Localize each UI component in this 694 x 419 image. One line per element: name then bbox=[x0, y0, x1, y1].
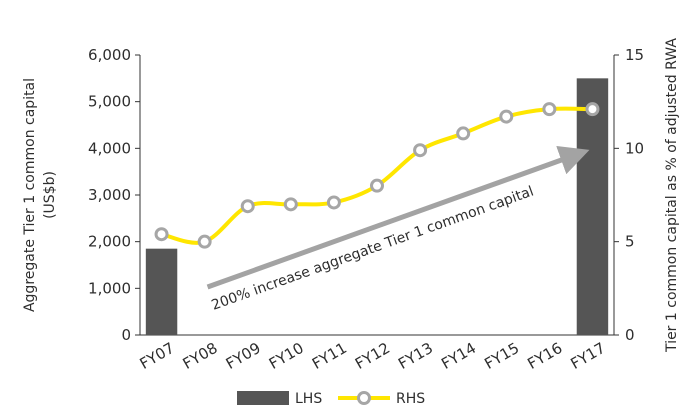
line-point bbox=[413, 143, 428, 158]
y-left-tick-label: 0 bbox=[121, 326, 131, 344]
y-left-tick-label: 3,000 bbox=[88, 186, 131, 204]
line-point bbox=[499, 109, 514, 124]
y-axis-left-title: Aggregate Tier 1 common capital (US$b) bbox=[22, 78, 58, 312]
y-left-tick-label: 2,000 bbox=[88, 233, 131, 251]
x-tick-label: FY17 bbox=[568, 339, 609, 373]
x-tick-label: FY14 bbox=[438, 339, 479, 373]
x-tick-label: FY10 bbox=[266, 339, 307, 373]
axis-labels: Aggregate Tier 1 common capital (US$b) Ti… bbox=[22, 38, 680, 353]
line-point bbox=[456, 126, 471, 141]
line-series bbox=[154, 102, 600, 249]
bar bbox=[145, 248, 178, 335]
x-tick-label: FY07 bbox=[137, 339, 178, 373]
line-point bbox=[542, 102, 557, 117]
bar-series bbox=[145, 78, 609, 335]
line-point bbox=[240, 199, 255, 214]
x-tick-label: FY16 bbox=[524, 339, 565, 373]
y-axis-left-title-line: Aggregate Tier 1 common capital bbox=[22, 78, 38, 312]
y-axis-left-title-line: (US$b) bbox=[42, 171, 58, 219]
x-tick-label: FY15 bbox=[481, 339, 522, 373]
y-left-tick-label: 6,000 bbox=[88, 46, 131, 64]
legend-marker-swatch bbox=[357, 391, 371, 405]
y-axis-right-title: Tier 1 common capital as % of adjusted R… bbox=[664, 38, 680, 353]
x-tick-label: FY12 bbox=[352, 339, 393, 373]
legend-label-lhs: LHS bbox=[295, 391, 322, 407]
y-right-tick-label: 0 bbox=[625, 326, 635, 344]
x-tick-label: FY09 bbox=[223, 339, 264, 373]
y-left-tick-label: 1,000 bbox=[88, 279, 131, 297]
y-right-tick-label: 10 bbox=[625, 139, 644, 157]
y-left-tick-label: 5,000 bbox=[88, 93, 131, 111]
line-point bbox=[283, 197, 298, 212]
legend: LHS RHS bbox=[237, 391, 425, 407]
line-point bbox=[585, 102, 600, 117]
y-right-tick-label: 5 bbox=[625, 233, 635, 251]
legend-bar-swatch bbox=[237, 391, 289, 405]
y-left-tick-label: 4,000 bbox=[88, 139, 131, 157]
y-right-tick-label: 15 bbox=[625, 46, 644, 64]
annotation-layer: 200% increase aggregate Tier 1 common ca… bbox=[206, 145, 590, 314]
trend-arrow bbox=[206, 145, 590, 290]
line-point bbox=[370, 178, 384, 193]
x-tick-label: FY13 bbox=[395, 339, 436, 373]
x-tick-label: FY08 bbox=[180, 339, 221, 373]
bar bbox=[576, 78, 609, 335]
line-point bbox=[154, 227, 169, 242]
x-tick-label: FY11 bbox=[309, 339, 350, 373]
line-point bbox=[197, 234, 212, 249]
line-path bbox=[161, 106, 593, 245]
line-point bbox=[326, 195, 341, 210]
legend-label-rhs: RHS bbox=[396, 391, 425, 407]
